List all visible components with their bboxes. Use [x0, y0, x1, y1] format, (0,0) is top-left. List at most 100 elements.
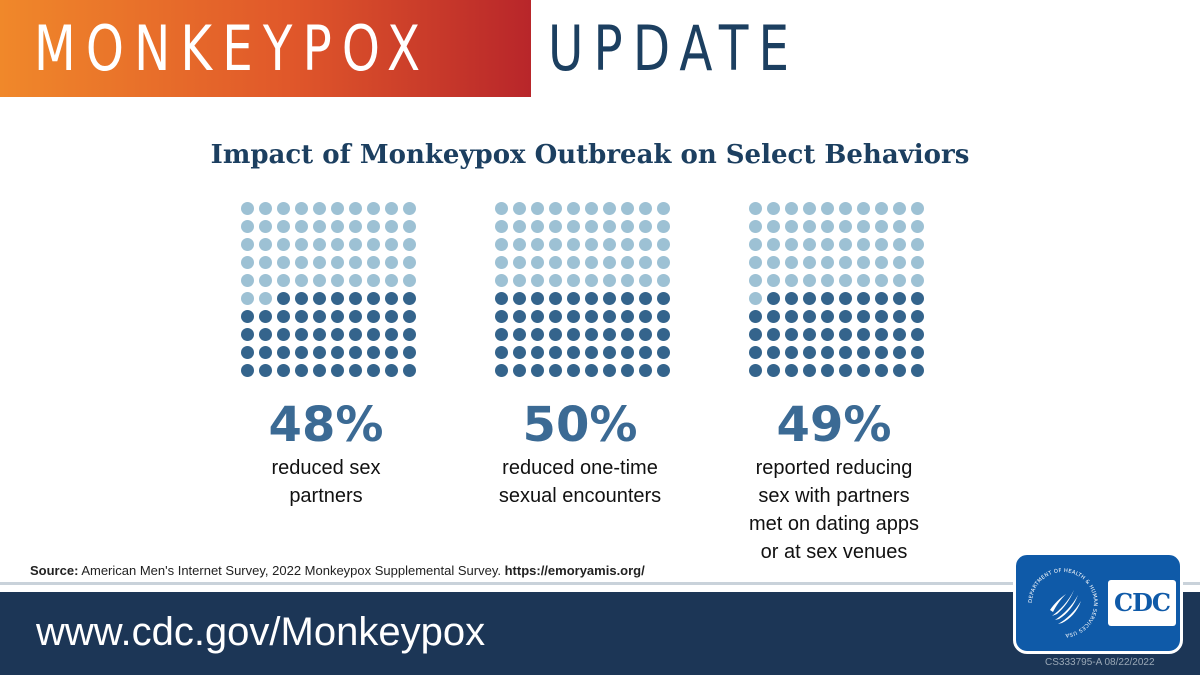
waffle-dot-empty — [313, 220, 326, 233]
waffle-dot-filled — [749, 310, 762, 323]
waffle-dot-empty — [403, 220, 416, 233]
waffle-dot-filled — [911, 328, 924, 341]
waffle-dot-empty — [403, 274, 416, 287]
waffle-dot-filled — [911, 346, 924, 359]
waffle-dot-empty — [567, 202, 580, 215]
waffle-dot-filled — [567, 346, 580, 359]
waffle-dot-filled — [821, 346, 834, 359]
waffle-dot-filled — [639, 292, 652, 305]
waffle-dot-empty — [657, 238, 670, 251]
waffle-dot-filled — [241, 310, 254, 323]
waffle-dot-filled — [857, 310, 870, 323]
waffle-dot-filled — [349, 346, 362, 359]
waffle-dot-filled — [621, 346, 634, 359]
waffle-dot-filled — [295, 310, 308, 323]
waffle-dot-empty — [911, 256, 924, 269]
waffle-dot-empty — [349, 274, 362, 287]
waffle-dot-filled — [403, 346, 416, 359]
waffle-dot-empty — [585, 274, 598, 287]
waffle-dot-filled — [513, 292, 526, 305]
waffle-dot-empty — [295, 202, 308, 215]
waffle-dot-filled — [639, 328, 652, 341]
waffle-dot-filled — [585, 328, 598, 341]
waffle-dot-filled — [911, 292, 924, 305]
footer-url[interactable]: www.cdc.gov/Monkeypox — [36, 610, 486, 654]
hhs-seal-icon: DEPARTMENT OF HEALTH & HUMAN SERVICES US… — [1028, 568, 1098, 638]
divider — [0, 582, 1200, 585]
waffle-dot-empty — [513, 256, 526, 269]
waffle-dot-filled — [585, 346, 598, 359]
waffle-dot-empty — [367, 220, 380, 233]
waffle-dot-filled — [821, 310, 834, 323]
waffle-dot-filled — [749, 346, 762, 359]
waffle-dot-filled — [767, 328, 780, 341]
waffle-dot-filled — [367, 328, 380, 341]
waffle-dot-filled — [785, 346, 798, 359]
waffle-dot-filled — [313, 364, 326, 377]
waffle-dot-filled — [331, 346, 344, 359]
waffle-dot-filled — [331, 310, 344, 323]
value-label-2: 50% — [522, 397, 638, 453]
waffle-dot-empty — [621, 238, 634, 251]
panel-description-1: reduced sex partners — [271, 457, 381, 507]
waffle-dot-filled — [875, 346, 888, 359]
waffle-dot-empty — [259, 238, 272, 251]
waffle-dot-filled — [495, 346, 508, 359]
waffle-dot-filled — [821, 364, 834, 377]
waffle-dot-empty — [567, 238, 580, 251]
waffle-dot-filled — [911, 310, 924, 323]
waffle-dot-empty — [657, 256, 670, 269]
waffle-dot-filled — [603, 310, 616, 323]
waffle-dot-filled — [259, 346, 272, 359]
waffle-dot-empty — [585, 256, 598, 269]
waffle-dot-filled — [657, 328, 670, 341]
waffle-dot-empty — [911, 274, 924, 287]
waffle-dot-empty — [621, 220, 634, 233]
waffle-dot-empty — [767, 256, 780, 269]
waffle-dot-empty — [603, 256, 616, 269]
waffle-dot-empty — [621, 202, 634, 215]
waffle-dot-filled — [295, 346, 308, 359]
waffle-dot-empty — [657, 220, 670, 233]
waffle-dot-filled — [621, 364, 634, 377]
waffle-dot-filled — [495, 292, 508, 305]
waffle-dot-empty — [241, 238, 254, 251]
waffle-dot-filled — [839, 292, 852, 305]
waffle-dot-filled — [657, 364, 670, 377]
waffle-dot-empty — [241, 292, 254, 305]
waffle-dot-filled — [495, 328, 508, 341]
waffle-dot-filled — [385, 346, 398, 359]
waffle-dot-empty — [911, 220, 924, 233]
waffle-dot-empty — [839, 256, 852, 269]
waffle-dot-filled — [657, 292, 670, 305]
waffle-dot-empty — [385, 202, 398, 215]
waffle-dot-empty — [749, 220, 762, 233]
chart-title: Impact of Monkeypox Outbreak on Select B… — [210, 140, 970, 170]
waffle-dot-filled — [241, 346, 254, 359]
waffle-dot-empty — [531, 256, 544, 269]
waffle-dot-filled — [567, 292, 580, 305]
waffle-dot-filled — [531, 328, 544, 341]
waffle-dot-filled — [313, 346, 326, 359]
waffle-dot-filled — [875, 364, 888, 377]
waffle-dot-empty — [259, 202, 272, 215]
waffle-dot-filled — [349, 328, 362, 341]
waffle-dot-empty — [495, 220, 508, 233]
waffle-dot-filled — [513, 364, 526, 377]
waffle-dot-filled — [513, 328, 526, 341]
waffle-dot-empty — [403, 238, 416, 251]
waffle-dot-filled — [331, 364, 344, 377]
waffle-dot-filled — [585, 292, 598, 305]
waffle-dot-filled — [585, 364, 598, 377]
waffle-dot-empty — [749, 256, 762, 269]
waffle-dot-empty — [549, 202, 562, 215]
waffle-dot-filled — [277, 292, 290, 305]
waffle-grid-1 — [241, 202, 416, 377]
waffle-dot-filled — [857, 346, 870, 359]
waffle-dot-filled — [349, 292, 362, 305]
waffle-dot-empty — [567, 220, 580, 233]
waffle-dot-empty — [403, 256, 416, 269]
source-link[interactable]: https://emoryamis.org/ — [504, 563, 645, 578]
waffle-dot-filled — [749, 328, 762, 341]
waffle-dot-filled — [241, 364, 254, 377]
